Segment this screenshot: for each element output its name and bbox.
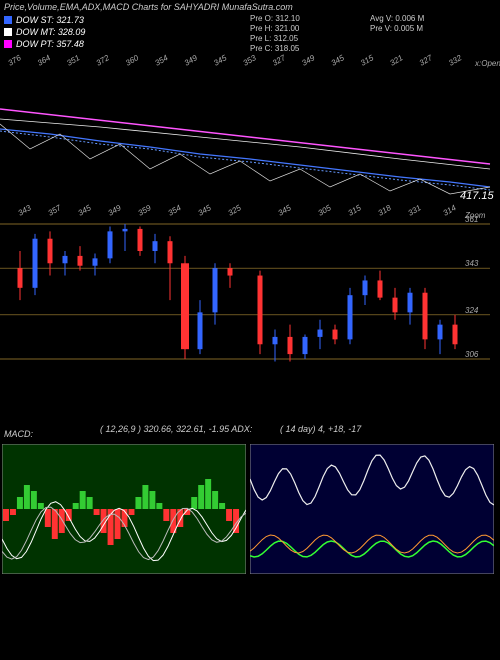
svg-text:331: 331 xyxy=(407,204,423,218)
svg-text:Zoom: Zoom xyxy=(464,211,486,220)
legend-label: DOW ST: 321.73 xyxy=(16,14,84,26)
stats-ohlc: Pre O: 312.10Pre H: 321.00Pre L: 312.05P… xyxy=(250,14,300,54)
macd-label: MACD: xyxy=(4,429,33,439)
svg-text:345: 345 xyxy=(330,54,347,68)
svg-text:349: 349 xyxy=(107,204,124,218)
swatch-icon xyxy=(4,40,12,48)
svg-text:315: 315 xyxy=(347,204,364,218)
indicator-labels: MACD: ( 12,26,9 ) 320.66, 322.61, -1.95 … xyxy=(0,424,500,442)
indicator-panels xyxy=(0,442,500,576)
svg-text:332: 332 xyxy=(447,54,464,68)
legend: DOW ST: 321.73 DOW MT: 328.09 DOW PT: 35… xyxy=(4,14,85,50)
svg-text:324: 324 xyxy=(465,306,479,315)
legend-dow-st: DOW ST: 321.73 xyxy=(4,14,85,26)
svg-text:364: 364 xyxy=(36,54,53,68)
svg-text:321: 321 xyxy=(388,54,404,68)
svg-text:306: 306 xyxy=(465,350,479,359)
svg-text:327: 327 xyxy=(271,54,288,68)
price-chart[interactable]: 376 364 351 372 360 354 349 345 353 327 349 345 315 3… xyxy=(0,54,500,204)
svg-text:376: 376 xyxy=(7,54,24,68)
svg-text:345: 345 xyxy=(212,54,229,68)
chart-container: Price,Volume,EMA,ADX,MACD Charts for SAH… xyxy=(0,0,500,660)
svg-text:327: 327 xyxy=(418,54,435,68)
svg-text:x:Open: x:Open xyxy=(474,59,500,68)
candle-chart[interactable]: 361343324306Zoom343357345349359354345325… xyxy=(0,204,500,364)
spacer xyxy=(0,364,500,424)
legend-dow-pt: DOW PT: 357.48 xyxy=(4,38,85,50)
svg-text:345: 345 xyxy=(77,204,94,218)
legend-dow-mt: DOW MT: 328.09 xyxy=(4,26,85,38)
adx-values: ( 14 day) 4, +18, -17 xyxy=(280,424,361,434)
legend-label: DOW MT: 328.09 xyxy=(16,26,85,38)
stats-volume: Avg V: 0.006 MPre V: 0.005 M xyxy=(370,14,424,34)
stat-row: Pre L: 312.05 xyxy=(250,34,300,44)
svg-text:357: 357 xyxy=(47,204,64,218)
svg-text:349: 349 xyxy=(300,54,317,68)
svg-text:318: 318 xyxy=(377,204,394,218)
svg-text:359: 359 xyxy=(137,204,154,218)
stat-row: Pre V: 0.005 M xyxy=(370,24,424,34)
page-title: Price,Volume,EMA,ADX,MACD Charts for SAH… xyxy=(0,0,500,14)
svg-text:345: 345 xyxy=(277,204,294,218)
legend-label: DOW PT: 357.48 xyxy=(16,38,84,50)
svg-text:314: 314 xyxy=(442,204,459,218)
svg-text:360: 360 xyxy=(124,54,141,68)
svg-text:325: 325 xyxy=(227,204,244,218)
macd-panel[interactable] xyxy=(2,444,246,574)
svg-text:349: 349 xyxy=(183,54,200,68)
stat-row: Pre H: 321.00 xyxy=(250,24,300,34)
adx-panel[interactable] xyxy=(250,444,494,574)
svg-text:345: 345 xyxy=(197,204,214,218)
svg-text:305: 305 xyxy=(317,204,334,218)
stat-row: Avg V: 0.006 M xyxy=(370,14,424,24)
svg-text:343: 343 xyxy=(465,259,479,268)
svg-text:315: 315 xyxy=(359,54,376,68)
macd-values: ( 12,26,9 ) 320.66, 322.61, -1.95 ADX: xyxy=(100,424,252,434)
svg-text:351: 351 xyxy=(65,54,81,68)
stat-row: Pre O: 312.10 xyxy=(250,14,300,24)
svg-text:354: 354 xyxy=(153,54,170,68)
swatch-icon xyxy=(4,28,12,36)
svg-text:417.15: 417.15 xyxy=(460,190,495,202)
stat-row: Pre C: 318.05 xyxy=(250,44,300,54)
svg-text:372: 372 xyxy=(95,54,112,68)
swatch-icon xyxy=(4,16,12,24)
header-info: DOW ST: 321.73 DOW MT: 328.09 DOW PT: 35… xyxy=(0,14,500,54)
svg-text:354: 354 xyxy=(167,204,184,218)
svg-text:353: 353 xyxy=(242,54,259,68)
svg-text:343: 343 xyxy=(17,204,34,218)
